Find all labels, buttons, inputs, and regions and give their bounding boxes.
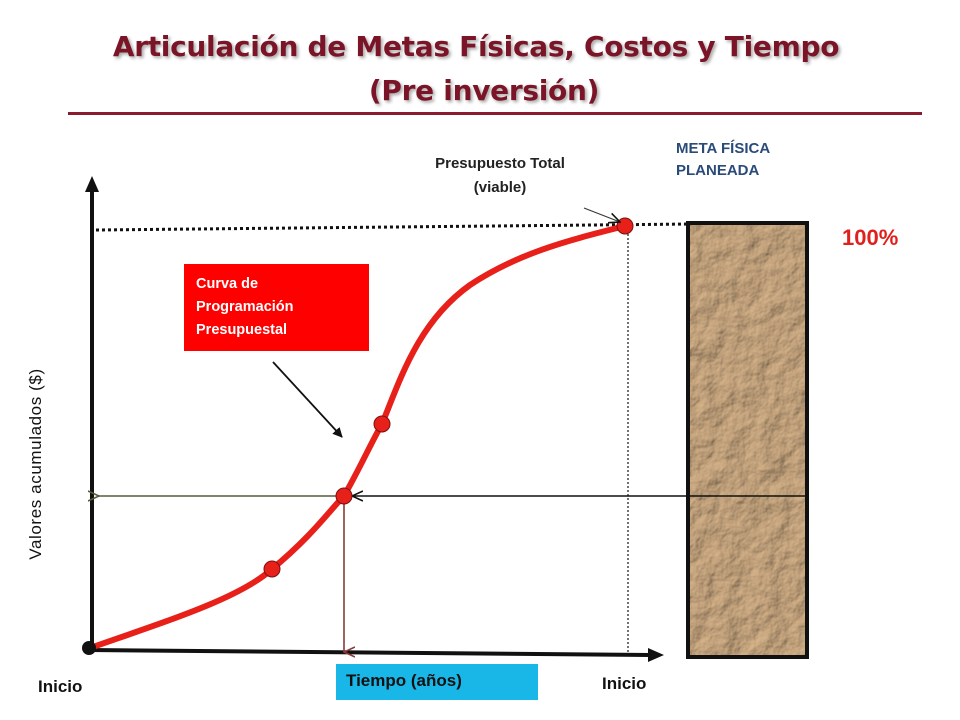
meta-fisica-label: META FÍSICA PLANEADA [676,140,771,179]
slide-title-line2: (Pre inversión) [368,74,600,107]
curve-point-1 [263,560,281,578]
inicio-right-label: Inicio [602,674,647,693]
curva-programacion-box: Curva de Programación Presupuestal [184,264,369,351]
y-axis-arrowhead [85,176,99,192]
x-axis-line [87,648,651,657]
presupuesto-total-label: Presupuesto Total (viable) [435,155,565,196]
presupuesto-pointer [583,207,620,222]
percent-100-label: 100% [842,225,899,250]
x-axis-label: Tiempo (años) [336,664,538,700]
curve-point-3 [373,415,391,433]
title-underline [68,112,922,115]
curve-point-2 [335,487,353,505]
slide-title-line1: Articulación de Metas Físicas, Costos y … [112,30,840,63]
x-axis-arrowhead [648,648,664,662]
end-point [616,217,634,235]
budget-s-curve [87,223,628,651]
inicio-left-label: Inicio [38,677,83,696]
start-point [82,641,96,655]
meta-fisica-bar [686,221,809,659]
curva-pointer-arrow [272,361,343,438]
y-axis-label: Valores acumulados ($) [26,368,45,560]
